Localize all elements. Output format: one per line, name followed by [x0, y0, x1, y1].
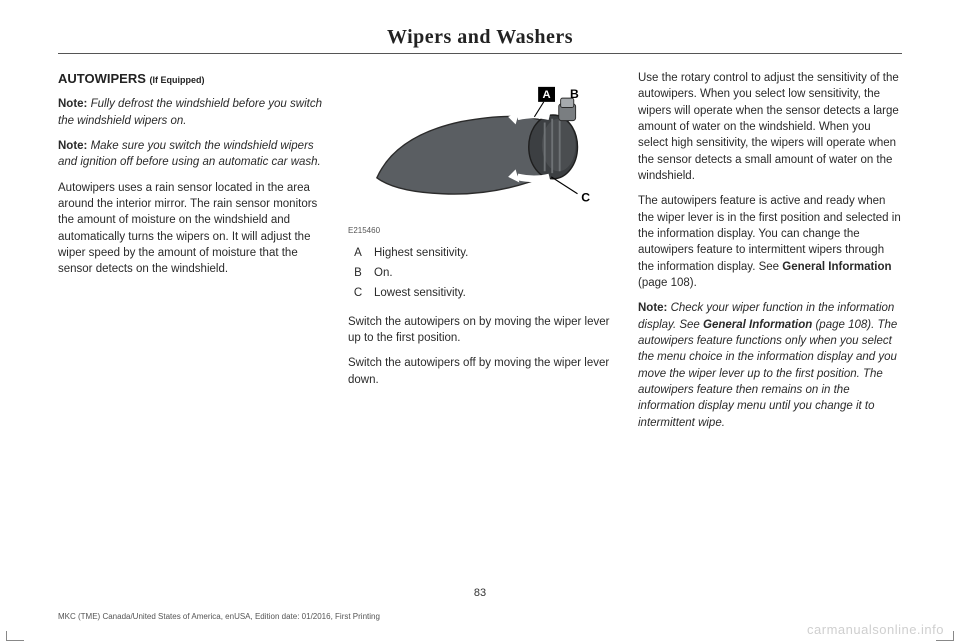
manual-page: Wipers and Washers AUTOWIPERS (If Equipp… [0, 0, 960, 643]
body-para: Switch the autowipers off by moving the … [348, 355, 612, 388]
legend-val: Lowest sensitivity. [374, 283, 612, 303]
content-columns: AUTOWIPERS (If Equipped) Note: Fully def… [58, 70, 902, 440]
body-para: Use the rotary control to adjust the sen… [638, 70, 902, 184]
legend-val: Highest sensitivity. [374, 243, 612, 263]
body-para: The autowipers feature is active and rea… [638, 193, 902, 291]
table-row: B On. [348, 263, 612, 283]
crop-mark-left [6, 631, 24, 641]
legend-key: C [348, 283, 374, 303]
figure-number: E215460 [348, 225, 612, 236]
header-rule [58, 53, 902, 54]
note-label: Note: [58, 98, 87, 110]
text-span: (page 108). [638, 277, 697, 289]
note-text: Check your wiper function in the informa… [638, 302, 897, 428]
body-para: Autowipers uses a rain sensor located in… [58, 180, 322, 278]
link-ref: General Information [703, 319, 812, 331]
legend-val: On. [374, 263, 612, 283]
svg-text:B: B [570, 87, 579, 101]
heading-suffix: (If Equipped) [150, 75, 205, 85]
table-row: A Highest sensitivity. [348, 243, 612, 263]
wiper-stalk-svg: A B C [348, 70, 612, 220]
column-1: AUTOWIPERS (If Equipped) Note: Fully def… [58, 70, 322, 440]
svg-text:C: C [581, 190, 590, 204]
heading-main: AUTOWIPERS [58, 71, 146, 86]
note-3: Note: Check your wiper function in the i… [638, 300, 902, 431]
legend-key: B [348, 263, 374, 283]
svg-text:A: A [543, 89, 551, 101]
table-row: C Lowest sensitivity. [348, 283, 612, 303]
section-heading: AUTOWIPERS (If Equipped) [58, 70, 322, 88]
note-text: Fully defrost the windshield before you … [58, 98, 322, 126]
link-ref: General Information [782, 261, 891, 273]
body-para: Switch the autowipers on by moving the w… [348, 314, 612, 347]
note-2: Note: Make sure you switch the windshiel… [58, 138, 322, 171]
wiper-stalk-figure: A B C E215460 [348, 70, 612, 237]
page-title: Wipers and Washers [58, 26, 902, 49]
page-number: 83 [0, 587, 960, 599]
crop-mark-right [936, 631, 954, 641]
note-label: Note: [58, 140, 87, 152]
column-3: Use the rotary control to adjust the sen… [638, 70, 902, 440]
column-2: A B C E215460 A Highest sensitivity. B O… [348, 70, 612, 440]
legend-key: A [348, 243, 374, 263]
footer-line: MKC (TME) Canada/United States of Americ… [58, 612, 380, 621]
note-1: Note: Fully defrost the windshield befor… [58, 96, 322, 129]
note-label: Note: [638, 302, 667, 314]
watermark: carmanualsonline.info [807, 622, 944, 637]
callout-legend: A Highest sensitivity. B On. C Lowest se… [348, 243, 612, 304]
note-text: Make sure you switch the windshield wipe… [58, 140, 321, 168]
